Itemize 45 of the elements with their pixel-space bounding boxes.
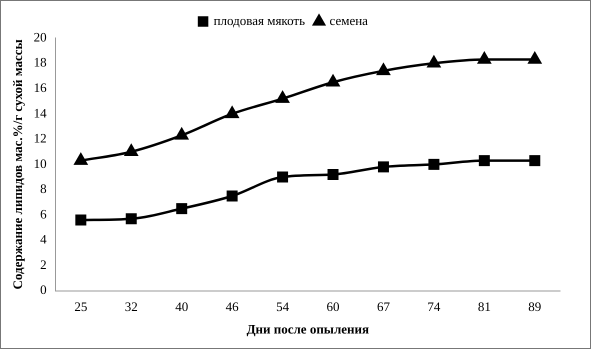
point	[74, 153, 88, 165]
y-tick-label: 16	[34, 80, 48, 95]
y-axis-title: Содержание липидов мас.%/г сухой массы	[10, 39, 26, 290]
x-tick-label: 40	[175, 299, 188, 314]
point	[75, 214, 86, 226]
point	[175, 128, 188, 140]
x-tick-label: 32	[124, 299, 138, 314]
point	[478, 155, 490, 166]
point	[176, 203, 188, 214]
point	[276, 91, 290, 103]
y-tick-label: 10	[34, 156, 47, 171]
point	[428, 158, 440, 170]
y-tick-label: 20	[34, 29, 47, 44]
point	[124, 144, 138, 156]
point	[528, 52, 542, 64]
y-tick-label: 18	[34, 54, 47, 70]
y-tick-label: 0	[40, 282, 47, 298]
x-tick-label: 25	[74, 299, 88, 314]
point	[529, 155, 540, 166]
x-tick-label: 60	[326, 299, 340, 314]
x-axis-title: Дни после опыления	[246, 322, 370, 337]
point	[277, 172, 288, 183]
point	[478, 52, 491, 64]
y-tick-label: 12	[34, 130, 47, 146]
legend-label: плодовая мякоть	[214, 12, 306, 28]
legend-label: семена	[330, 12, 368, 28]
x-tick-label: 81	[478, 299, 491, 314]
point	[328, 169, 339, 180]
point	[427, 56, 440, 68]
x-tick-label: 67	[376, 299, 390, 314]
y-tick-label: 4	[40, 232, 48, 247]
x-tick-label: 46	[226, 299, 240, 314]
point	[378, 161, 389, 172]
point	[126, 213, 137, 224]
point	[326, 74, 340, 86]
point	[377, 64, 390, 76]
y-tick-label: 8	[40, 181, 47, 196]
point	[226, 190, 238, 202]
y-tick-label: 6	[40, 206, 48, 222]
y-tick-label: 2	[40, 256, 47, 272]
y-tick-label: 14	[34, 105, 48, 120]
x-tick-label: 54	[276, 299, 290, 314]
point	[226, 106, 239, 118]
x-tick-label: 74	[427, 299, 441, 314]
x-tick-label: 89	[528, 299, 542, 314]
